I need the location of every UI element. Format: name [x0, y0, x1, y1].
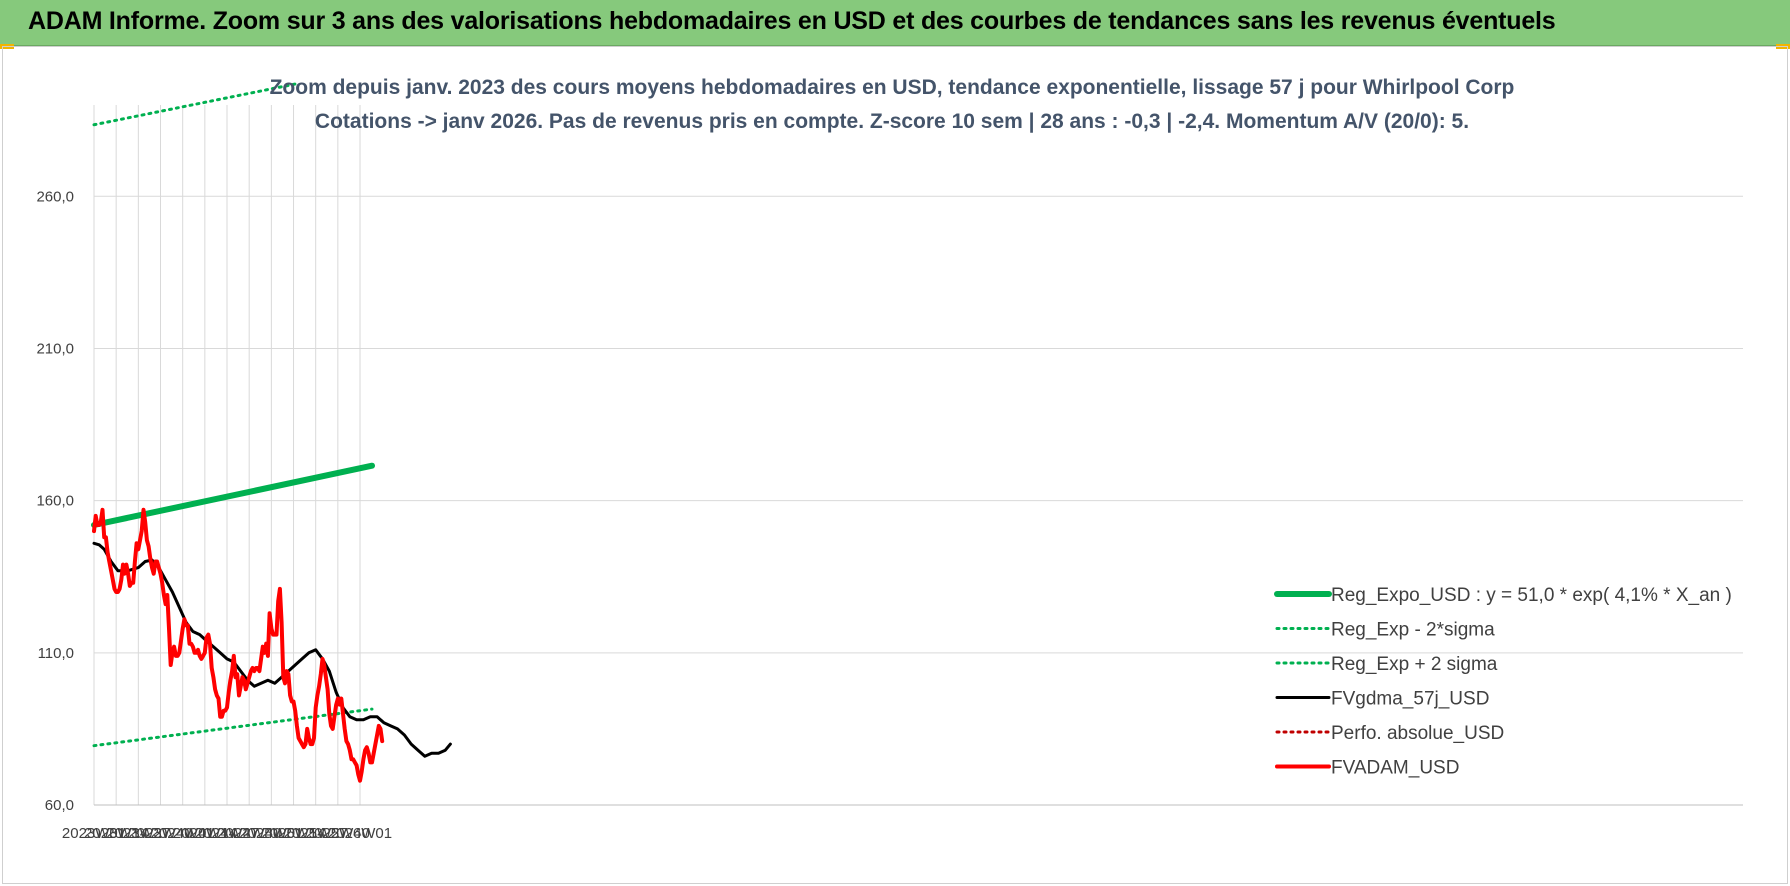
series-5 — [92, 507, 385, 783]
x-tick-label: 2025W27 — [284, 825, 348, 842]
x-tick-label: 2024W27 — [195, 825, 259, 842]
x-tick-label: 2023W14 — [84, 825, 148, 842]
legend-label-2: Reg_Exp + 2 sigma — [1331, 654, 1498, 675]
series-line — [92, 541, 452, 758]
chart-frame — [2, 46, 1788, 884]
legend-label-3: FVgdma_57j_USD — [1331, 689, 1489, 710]
legend-label-1: Reg_Exp - 2*sigma — [1331, 620, 1495, 641]
series-line-segment-0 — [92, 82, 297, 127]
series-line — [91, 462, 375, 528]
x-tick-label: 2025W01 — [239, 825, 303, 842]
legend-label-5: FVADAM_USD — [1331, 758, 1459, 779]
x-tick-label: 2023W01 — [62, 825, 126, 842]
y-axis-ticks: 60,0 110,0 160,0 210,0 260,0 — [36, 188, 74, 814]
chart-legend: Reg_Expo_USD : y = 51,0 * exp( 4,1% * X_… — [1274, 585, 1732, 779]
banner-title: ADAM Informe. Zoom sur 3 ans des valoris… — [28, 7, 1556, 35]
x-tick-label: 2024W14 — [173, 825, 237, 842]
series-0 — [91, 462, 375, 528]
x-tick-label: 2025W14 — [261, 825, 325, 842]
y-tick-label: 260,0 — [36, 188, 74, 205]
x-tick-label: 2023W40 — [128, 825, 192, 842]
y-tick-label: 60,0 — [45, 797, 74, 814]
chart-title-line-1: Zoom depuis janv. 2023 des cours moyens … — [270, 76, 1515, 99]
y-tick-label: 110,0 — [38, 645, 74, 662]
legend-label-4: Perfo. absolue_USD — [1331, 723, 1504, 744]
x-tick-label: 2023W27 — [106, 825, 170, 842]
series-3 — [92, 541, 452, 758]
series-1 — [92, 707, 374, 748]
y-tick-label: 160,0 — [36, 493, 74, 510]
x-tick-label: 2024W40 — [217, 825, 281, 842]
legend-label-0: Reg_Expo_USD : y = 51,0 * exp( 4,1% * X_… — [1331, 585, 1732, 606]
series-line — [92, 507, 385, 783]
x-axis-ticks: 2023W012023W142023W272023W402024W012024W… — [62, 825, 392, 842]
series-line — [92, 707, 374, 748]
header-banner: ADAM Informe. Zoom sur 3 ans des valoris… — [0, 0, 1790, 46]
x-tick-label: 2025W40 — [306, 825, 370, 842]
chart-grid — [93, 105, 1743, 806]
series-2 — [92, 82, 297, 127]
chart-series — [91, 82, 452, 783]
x-tick-label: 2024W01 — [151, 825, 215, 842]
y-tick-label: 210,0 — [36, 340, 74, 357]
chart-title-line-2: Cotations -> janv 2026. Pas de revenus p… — [315, 110, 1469, 133]
x-tick-label: 2026W01 — [328, 825, 392, 842]
